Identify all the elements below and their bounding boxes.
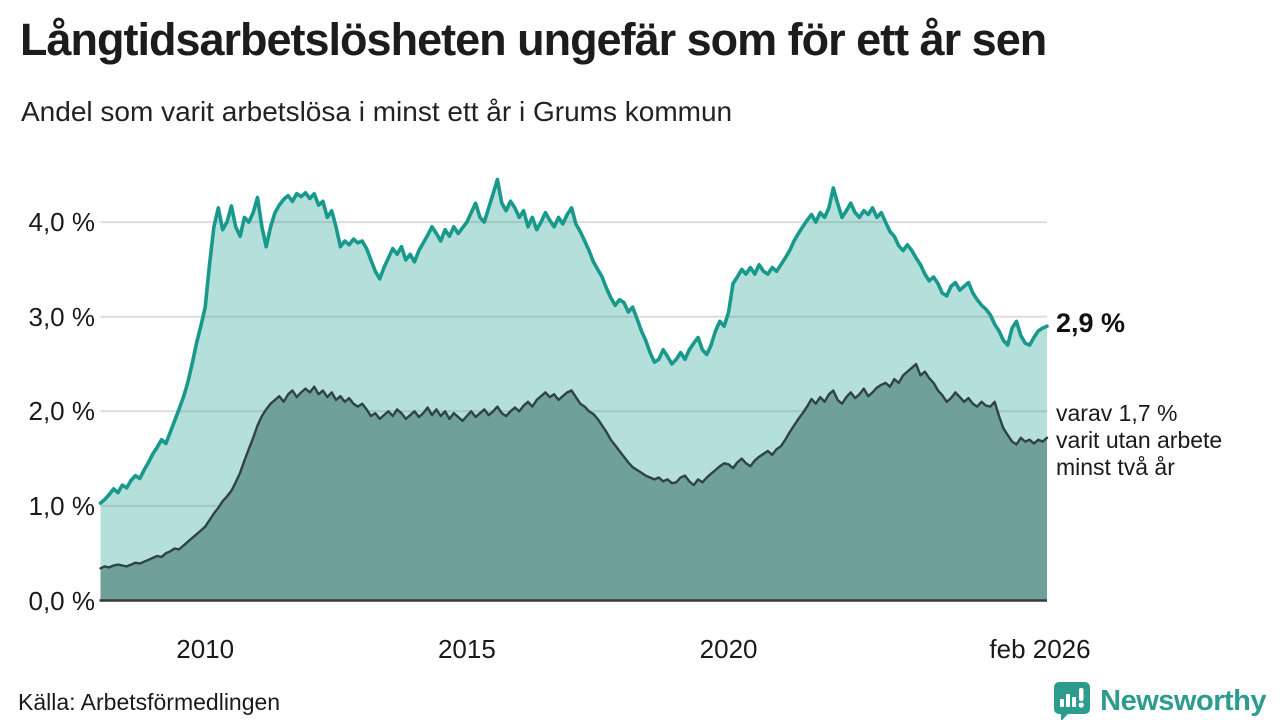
line-two-years xyxy=(99,362,1049,570)
y-tick-label: 0,0 % xyxy=(28,585,96,616)
source-note: Källa: Arbetsförmedlingen xyxy=(18,689,281,715)
series-end-label-dark: varav 1,7 % varit utan arbete minst två … xyxy=(1056,400,1222,481)
x-tick-label: feb 2026 xyxy=(989,634,1091,664)
area-two-years xyxy=(100,364,1047,601)
series-end-label-dark-line2: varit utan arbete xyxy=(1056,427,1223,453)
series-end-label-dark-line3: minst två år xyxy=(1056,454,1175,480)
newsworthy-icon xyxy=(1054,682,1091,720)
brand-name: Newsworthy xyxy=(1100,684,1266,717)
y-tick-label: 3,0 % xyxy=(28,301,96,332)
x-tick-label: 2010 xyxy=(176,634,235,664)
x-tick-label: 2015 xyxy=(437,634,496,664)
series-end-label-dark-line1: varav 1,7 % xyxy=(1056,400,1178,426)
y-tick-label: 1,0 % xyxy=(28,490,96,521)
y-tick-label: 2,0 % xyxy=(28,396,96,427)
brand-logo: Newsworthy xyxy=(1053,681,1266,720)
y-tick-label: 4,0 % xyxy=(28,207,96,238)
line-total xyxy=(98,177,1049,505)
chart-subtitle: Andel som varit arbetslösa i minst ett å… xyxy=(21,96,733,127)
x-tick-label: 2020 xyxy=(699,634,758,664)
page-title: Långtidsarbetslösheten ungefär som för e… xyxy=(20,14,1047,65)
series-end-label-total: 2,9 % xyxy=(1056,308,1126,338)
